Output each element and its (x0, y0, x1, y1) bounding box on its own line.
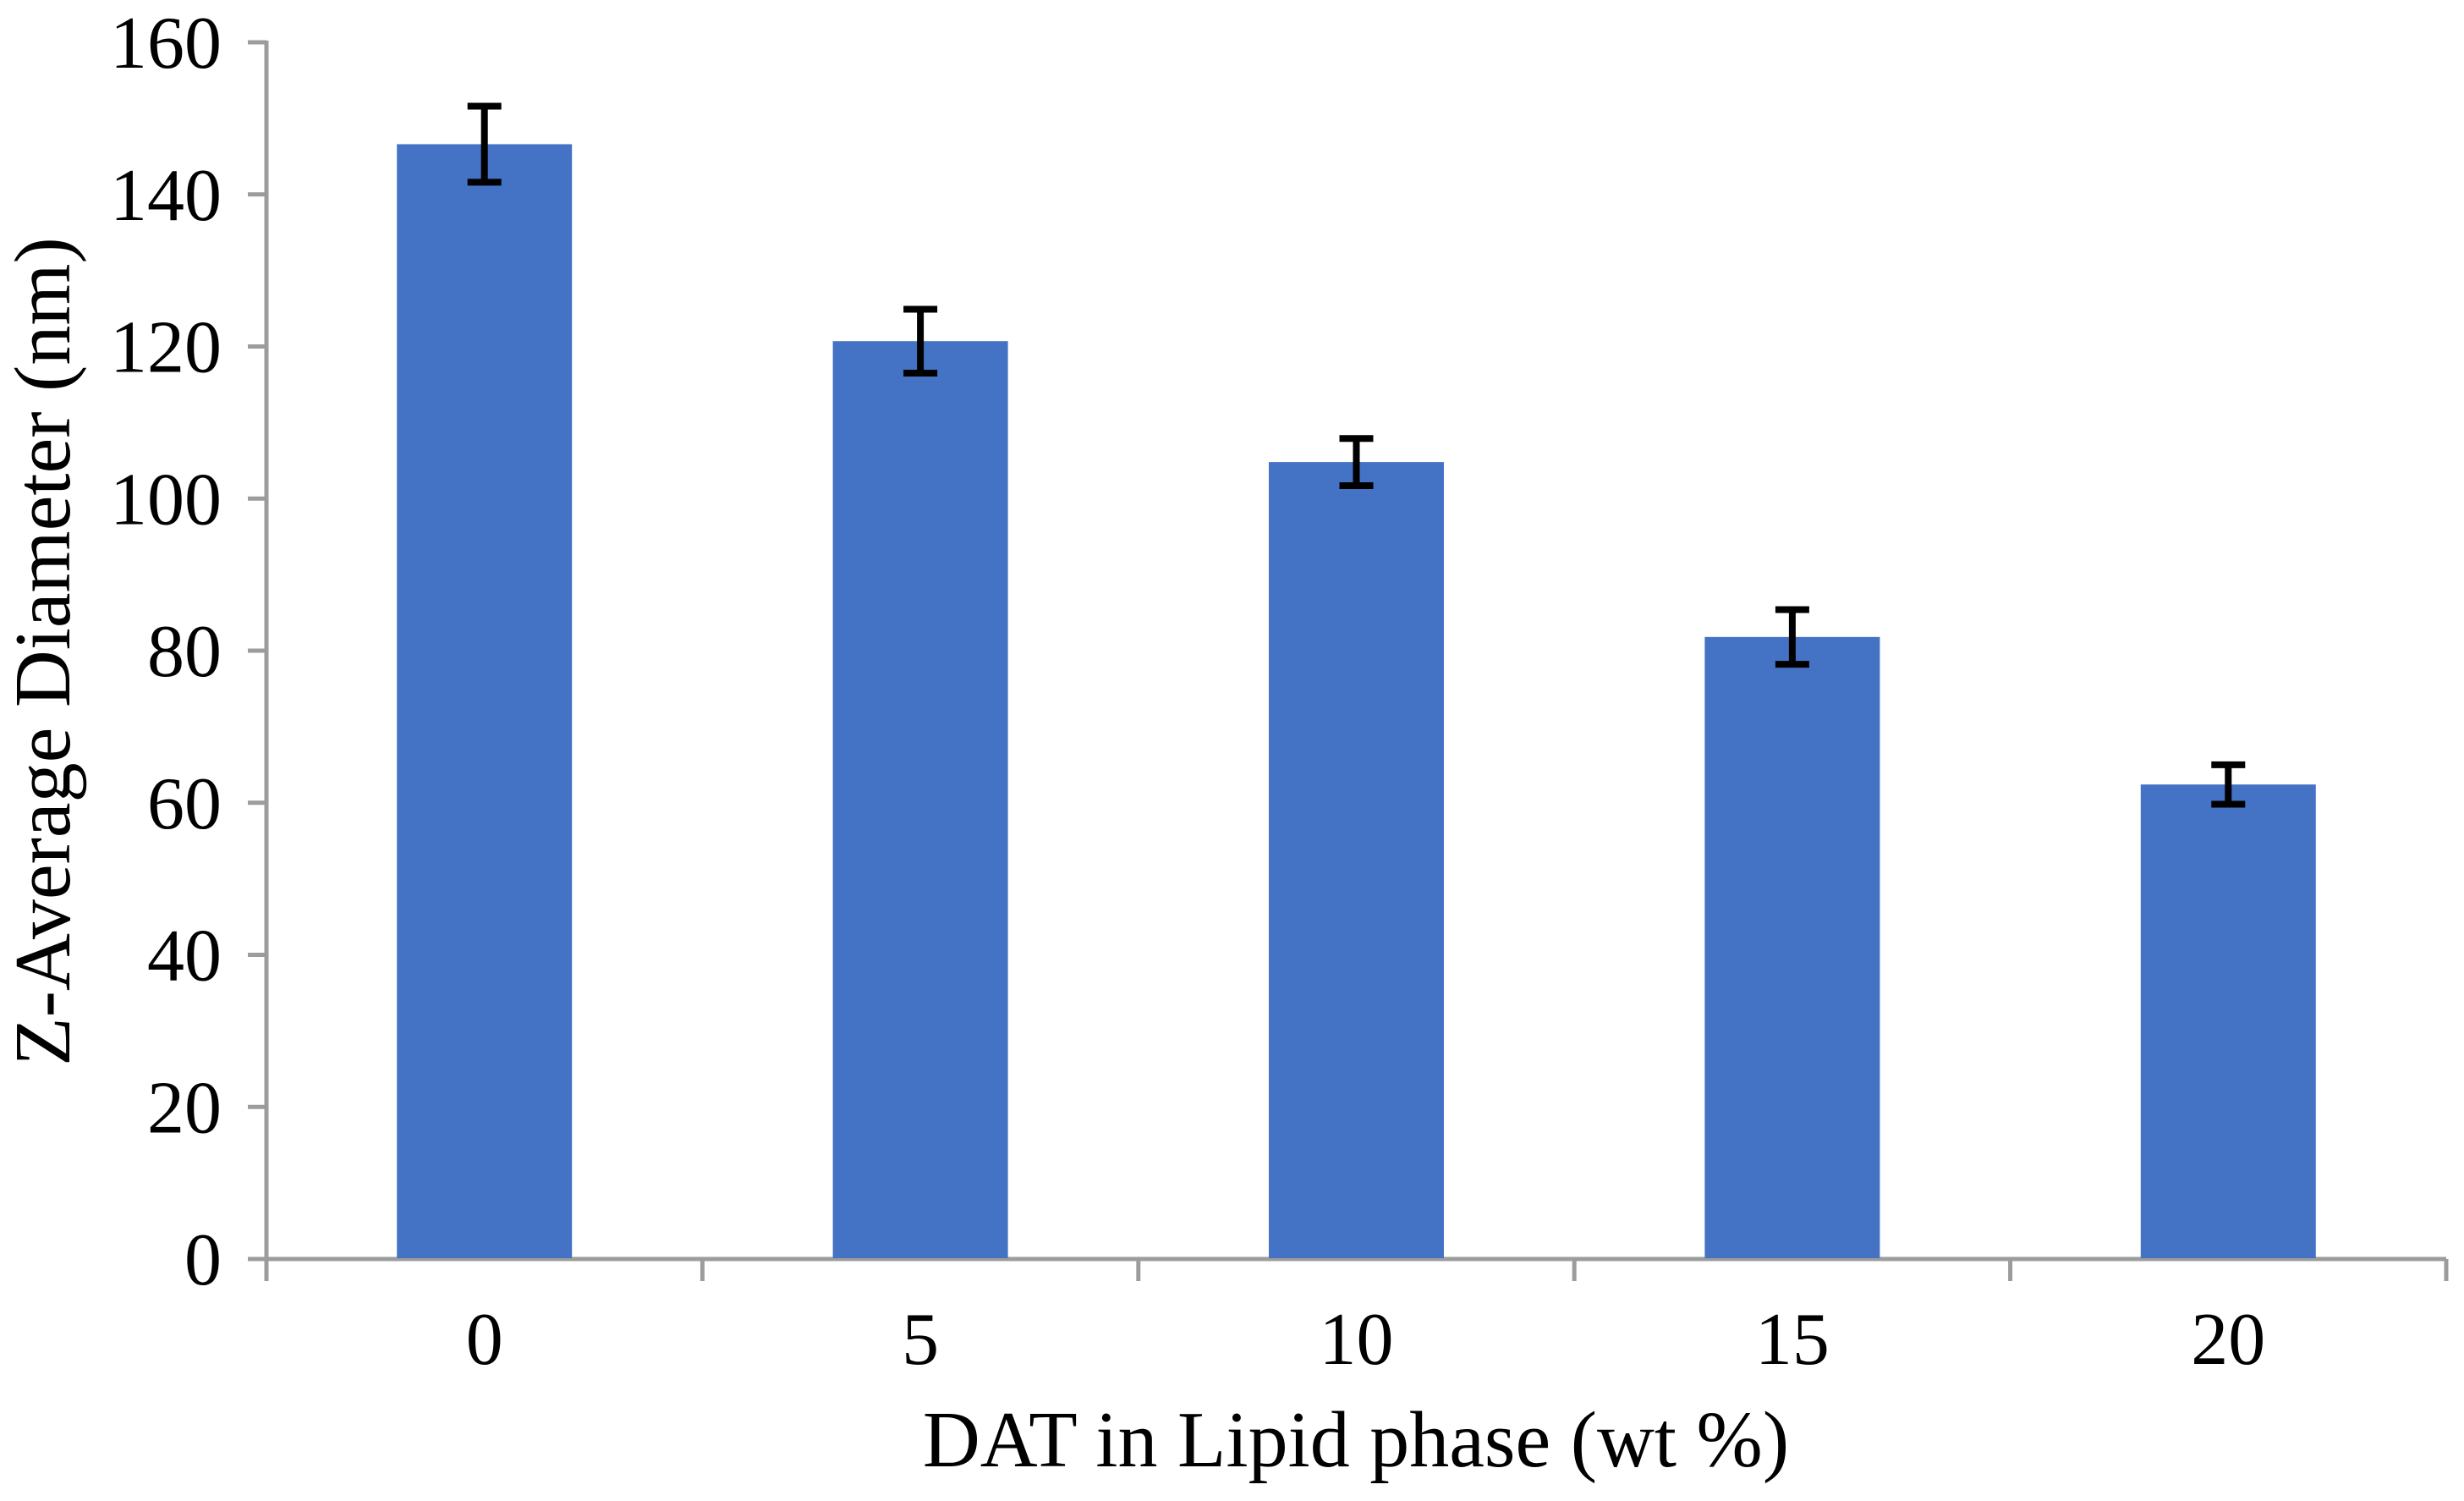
y-tick-label: 40 (147, 915, 222, 998)
x-category-label: 0 (466, 1299, 503, 1381)
bar (397, 144, 573, 1258)
bar (1269, 462, 1444, 1258)
bar (832, 341, 1008, 1258)
y-tick-label: 100 (110, 459, 222, 541)
y-tick-label: 160 (110, 3, 222, 85)
y-tick-label: 140 (110, 155, 222, 237)
y-tick-label: 60 (147, 763, 222, 845)
x-category-label: 15 (1755, 1299, 1830, 1381)
y-tick-label: 80 (147, 611, 222, 693)
plot-area: 0 20 40 60 80 100 120 140 160 0 5 10 15 20 (110, 3, 2449, 1381)
y-axis-title: Z-Average Diameter (nm) (0, 237, 87, 1066)
bar (1704, 636, 1880, 1258)
x-category-label: 20 (2191, 1299, 2265, 1381)
y-tick-label: 20 (147, 1067, 222, 1149)
y-tick-label: 0 (184, 1219, 222, 1301)
x-category-label: 10 (1320, 1299, 1394, 1381)
bar (2140, 784, 2316, 1258)
y-tick-label: 120 (110, 307, 222, 389)
x-category-label: 5 (902, 1299, 939, 1381)
x-axis-title: DAT in Lipid phase (wt %) (923, 1396, 1789, 1484)
